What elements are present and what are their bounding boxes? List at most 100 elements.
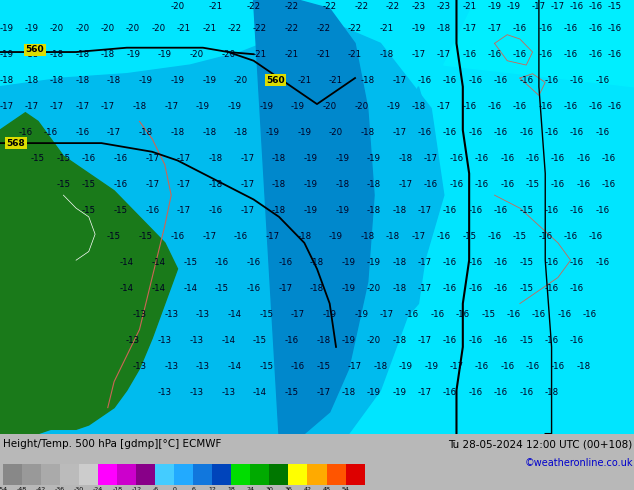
Text: -16: -16	[494, 206, 508, 215]
Text: -16: -16	[595, 258, 609, 267]
Text: -16: -16	[500, 180, 514, 189]
Text: -16: -16	[494, 284, 508, 293]
Text: -20: -20	[190, 49, 204, 59]
Text: -15: -15	[113, 206, 127, 215]
Text: -17: -17	[50, 102, 64, 111]
Text: -16: -16	[462, 102, 476, 111]
Text: -17: -17	[145, 180, 159, 189]
Text: -15: -15	[259, 310, 273, 319]
Text: -18: -18	[75, 49, 89, 59]
Text: 36: 36	[285, 487, 292, 490]
Text: -14: -14	[120, 258, 134, 267]
Text: -18: -18	[133, 102, 146, 111]
Text: -16: -16	[538, 232, 552, 241]
Text: -17: -17	[532, 2, 546, 11]
Text: -13: -13	[164, 310, 178, 319]
Text: -16: -16	[557, 310, 571, 319]
Text: -16: -16	[494, 128, 508, 137]
Text: -19: -19	[507, 2, 521, 11]
Text: -18: -18	[367, 180, 381, 189]
Text: -16: -16	[494, 336, 508, 345]
Text: -19: -19	[488, 2, 501, 11]
Text: -15: -15	[608, 2, 622, 11]
Text: -16: -16	[564, 49, 578, 59]
Text: -20: -20	[367, 284, 381, 293]
Text: -22: -22	[247, 2, 261, 11]
Text: -18: -18	[316, 336, 330, 345]
Text: -17: -17	[399, 180, 413, 189]
Text: -16: -16	[595, 128, 609, 137]
Text: -17: -17	[0, 102, 13, 111]
Text: -20: -20	[126, 24, 140, 33]
Bar	[174, 464, 193, 486]
Text: -30: -30	[74, 487, 84, 490]
Text: -19: -19	[411, 24, 425, 33]
Text: -16: -16	[469, 336, 482, 345]
Text: -19: -19	[297, 128, 311, 137]
Text: -22: -22	[316, 24, 330, 33]
Text: -19: -19	[196, 102, 210, 111]
Text: -21: -21	[462, 2, 476, 11]
Bar	[22, 464, 41, 486]
Text: 54: 54	[342, 487, 349, 490]
Text: -17: -17	[107, 128, 121, 137]
Bar	[117, 464, 136, 486]
Text: -16: -16	[405, 310, 419, 319]
Text: -16: -16	[488, 102, 501, 111]
Text: -18: -18	[297, 232, 311, 241]
Text: -15: -15	[253, 336, 267, 345]
Bar	[212, 464, 231, 486]
Text: -16: -16	[443, 128, 457, 137]
Text: -19: -19	[399, 362, 413, 371]
Text: -14: -14	[183, 284, 197, 293]
Text: -16: -16	[475, 180, 489, 189]
Text: -18: -18	[50, 49, 64, 59]
Text: -19: -19	[259, 102, 273, 111]
Text: -12: -12	[131, 487, 141, 490]
Text: -15: -15	[31, 154, 45, 163]
Text: -17: -17	[25, 102, 39, 111]
Text: -15: -15	[82, 206, 96, 215]
Text: -16: -16	[113, 154, 127, 163]
Text: -17: -17	[551, 2, 565, 11]
Text: -19: -19	[424, 362, 438, 371]
Text: -19: -19	[304, 206, 318, 215]
Text: -21: -21	[348, 49, 362, 59]
Text: -18: -18	[310, 284, 324, 293]
Text: -18: -18	[171, 128, 184, 137]
Text: -17: -17	[450, 362, 463, 371]
Text: -13: -13	[133, 310, 146, 319]
Text: -17: -17	[266, 232, 280, 241]
Text: -16: -16	[494, 388, 508, 397]
Text: -16: -16	[545, 76, 559, 85]
Text: 0: 0	[172, 487, 176, 490]
Bar	[41, 464, 60, 486]
Text: -16: -16	[545, 128, 559, 137]
Text: -19: -19	[329, 232, 343, 241]
Text: -19: -19	[342, 336, 356, 345]
Text: -22: -22	[285, 24, 299, 33]
Text: -16: -16	[500, 362, 514, 371]
Text: -16: -16	[234, 232, 248, 241]
Text: -13: -13	[158, 388, 172, 397]
Text: -16: -16	[551, 180, 565, 189]
Text: -16: -16	[551, 362, 565, 371]
Text: -16: -16	[469, 388, 482, 397]
Text: -18: -18	[272, 180, 286, 189]
Text: -17: -17	[392, 76, 406, 85]
Text: -14: -14	[221, 336, 235, 345]
Text: -15: -15	[519, 284, 533, 293]
Text: -16: -16	[488, 232, 501, 241]
Text: -18: -18	[272, 154, 286, 163]
Text: -19: -19	[171, 76, 184, 85]
Text: -21: -21	[380, 24, 394, 33]
Text: -19: -19	[139, 76, 153, 85]
Text: -18: -18	[234, 128, 248, 137]
Text: 30: 30	[266, 487, 273, 490]
Text: -16: -16	[469, 284, 482, 293]
Text: -17: -17	[418, 336, 432, 345]
Text: -15: -15	[56, 180, 70, 189]
Text: -16: -16	[538, 102, 552, 111]
Text: 560: 560	[266, 76, 285, 85]
Text: -17: -17	[418, 388, 432, 397]
